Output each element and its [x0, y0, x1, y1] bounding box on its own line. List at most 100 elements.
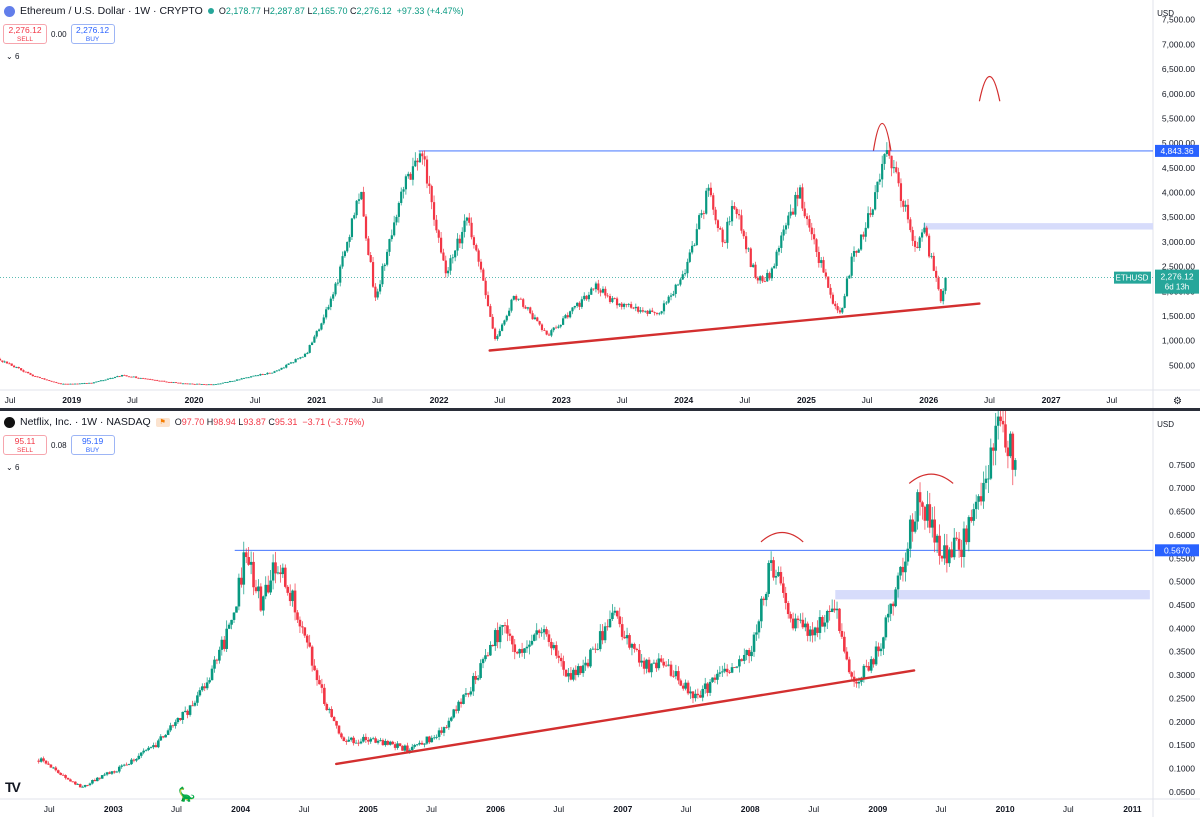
candle-body — [142, 750, 145, 753]
y-tick-label: 3,000.00 — [1162, 237, 1195, 247]
candle-body — [505, 315, 508, 321]
candle-body — [354, 742, 358, 744]
candle-body — [310, 342, 314, 346]
candle-body — [810, 227, 813, 235]
candle-body — [52, 767, 55, 769]
candle-body — [59, 772, 62, 775]
candle-body — [423, 743, 426, 745]
eth-chart-panel[interactable]: 500.001,000.001,500.002,000.002,500.003,… — [0, 0, 1200, 408]
dino-icon[interactable]: 🦕 — [178, 786, 196, 802]
candle-body — [484, 655, 487, 660]
candle-body — [62, 383, 65, 385]
candle-body — [456, 238, 459, 251]
tradingview-logo-icon[interactable]: TV — [5, 779, 21, 795]
pane-divider[interactable] — [0, 408, 1200, 411]
candle-body — [911, 230, 914, 241]
sell-button[interactable]: 2,276.12 SELL — [3, 24, 47, 44]
candle-body — [535, 630, 539, 635]
candle-body — [803, 623, 807, 628]
y-tick-label: 6,000.00 — [1162, 89, 1195, 99]
candle-body — [179, 718, 182, 720]
candle-body — [901, 566, 905, 573]
settings-gear-icon[interactable]: ⚙ — [1173, 396, 1182, 407]
candle-body — [296, 612, 299, 620]
candle-body — [503, 625, 507, 626]
candle-body — [735, 666, 739, 668]
candle-body — [498, 626, 502, 643]
candle-body — [782, 583, 785, 593]
candle-body — [477, 250, 480, 262]
candle-body — [283, 567, 287, 587]
buy-button[interactable]: 2,276.12 BUY — [70, 24, 115, 44]
candle-body — [540, 632, 543, 634]
candle-body — [411, 166, 415, 180]
candle-body — [750, 651, 753, 657]
candle-body — [139, 377, 142, 379]
candle-body — [386, 741, 390, 745]
y-tick-label: 0.7500 — [1169, 460, 1195, 470]
candle-body — [584, 662, 587, 666]
candle-body — [874, 646, 878, 665]
resistance-zone — [835, 590, 1150, 600]
candle-body — [225, 628, 228, 649]
candle-body — [428, 183, 431, 187]
candle-body — [557, 655, 561, 658]
indicators-toggle[interactable]: ⌄ 6 — [6, 52, 20, 61]
x-tick-label: 2023 — [552, 395, 571, 405]
candle-body — [923, 227, 926, 233]
candle-body — [623, 636, 626, 639]
eth-symbol-title[interactable]: Ethereum / U.S. Dollar · 1W · CRYPTO — [20, 5, 203, 17]
candle-body — [242, 552, 246, 585]
candle-body — [233, 380, 236, 382]
candle-body — [430, 737, 434, 743]
candle-body — [811, 629, 814, 636]
candle-body — [348, 236, 351, 242]
candle-body — [528, 644, 531, 647]
candle-body — [681, 274, 684, 280]
currency-label[interactable]: USD — [1157, 420, 1174, 429]
sell-button[interactable]: 95.11 SELL — [3, 435, 47, 455]
candle-body — [400, 191, 403, 203]
currency-label[interactable]: USD — [1157, 9, 1174, 18]
candle-body — [977, 496, 980, 502]
nflx-chart-panel[interactable]: 0.0500 0.1000 0.1500 0.2000 0.2500 0.3000 0.35… — [0, 411, 1200, 817]
candle-body — [52, 381, 56, 383]
candle-body — [838, 310, 842, 313]
candle-body — [660, 311, 663, 314]
candle-body — [665, 302, 668, 304]
spread-value: 0.08 — [51, 440, 67, 450]
candle-body — [274, 562, 277, 574]
candle-body — [355, 200, 358, 216]
candle-body — [749, 248, 752, 267]
candle-body — [913, 521, 917, 532]
candle-body — [518, 649, 521, 654]
candle-body — [81, 786, 84, 788]
candle-body — [362, 191, 365, 217]
candle-body — [791, 618, 795, 629]
symbol-label-bg — [1114, 271, 1151, 284]
candle-body — [590, 288, 593, 295]
candle-body — [979, 496, 983, 502]
candle-body — [601, 288, 605, 293]
candle-body — [547, 634, 551, 642]
candle-body — [921, 502, 924, 507]
candle-body — [850, 672, 853, 677]
candle-body — [308, 345, 311, 353]
candle-body — [191, 383, 194, 385]
indicators-toggle[interactable]: ⌄ 6 — [6, 463, 20, 472]
candle-body — [491, 316, 494, 329]
candle-body — [238, 379, 241, 381]
nflx-chart[interactable]: 0.0500 0.1000 0.1500 0.2000 0.2500 0.3000 0.35… — [0, 411, 1200, 817]
nflx-symbol-title[interactable]: Netflix, Inc. · 1W · NASDAQ — [20, 416, 151, 428]
candle-body — [217, 383, 220, 385]
candle-body — [130, 376, 133, 378]
candle-body — [85, 383, 88, 384]
candle-body — [573, 305, 576, 308]
buy-button[interactable]: 95.19 BUY — [70, 435, 115, 455]
candle-body — [608, 296, 612, 302]
candle-body — [637, 306, 640, 312]
eth-chart[interactable]: 500.001,000.001,500.002,000.002,500.003,… — [0, 0, 1200, 408]
spread-value: 0.00 — [51, 29, 67, 39]
candle-body — [435, 736, 438, 738]
candle-body — [515, 296, 518, 300]
